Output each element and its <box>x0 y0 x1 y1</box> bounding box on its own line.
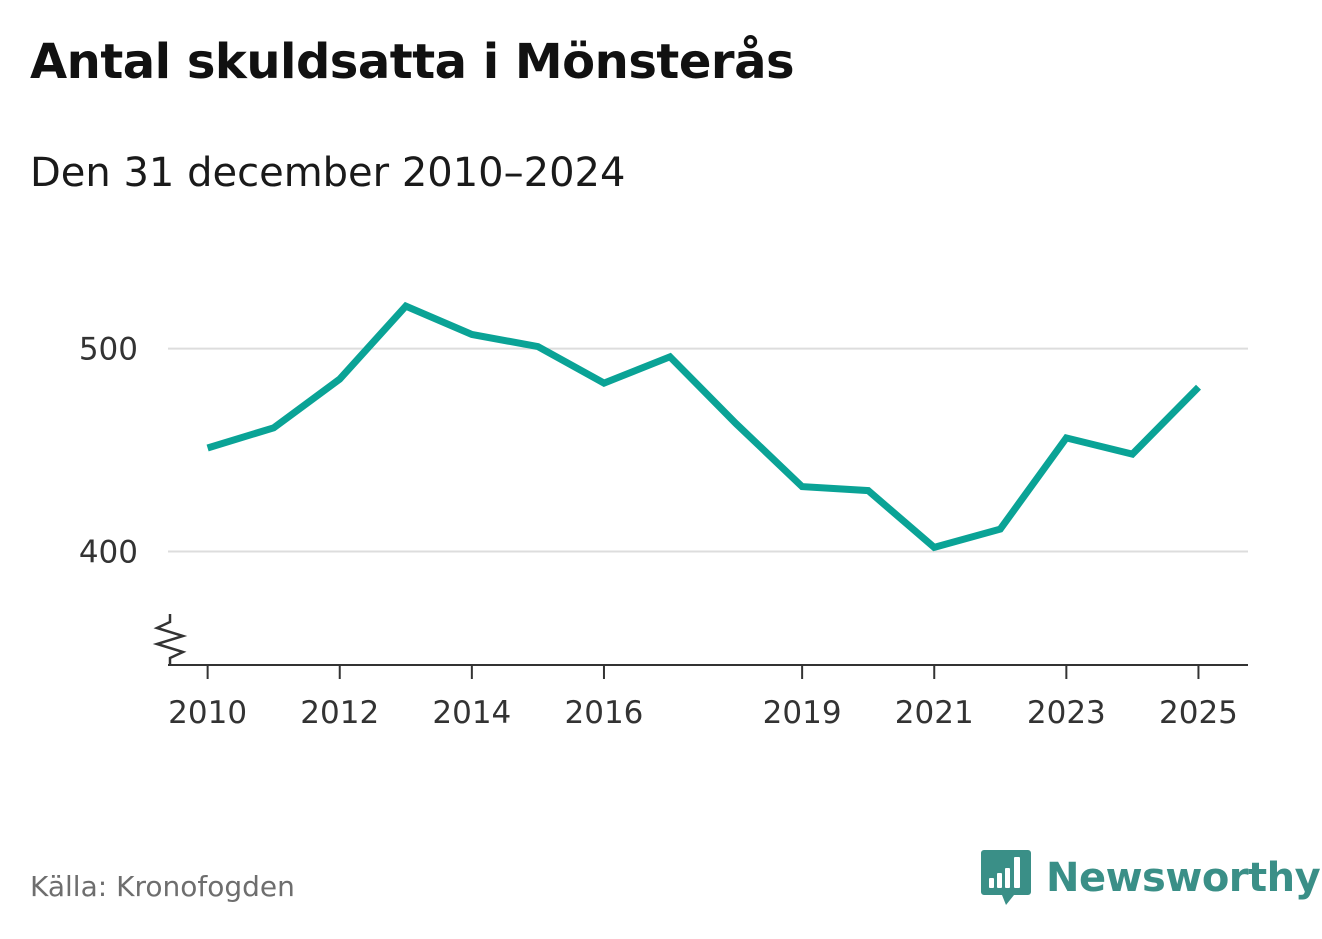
x-tick-label: 2016 <box>565 695 644 731</box>
data-point-2021 <box>931 544 938 551</box>
axis-break-zigzag <box>152 614 188 665</box>
chart-subtitle: Den 31 december 2010–2024 <box>30 150 626 196</box>
data-point-2023 <box>1063 434 1070 441</box>
data-point-2019 <box>799 483 806 490</box>
data-point-2025 <box>1195 384 1202 391</box>
x-tick-label: 2023 <box>1027 695 1106 731</box>
data-point-2010 <box>204 445 211 452</box>
series-layer <box>204 301 1202 552</box>
brand-name: Newsworthy <box>1046 855 1321 901</box>
x-tick-label: 2021 <box>895 695 974 731</box>
series-line-0 <box>206 301 1201 552</box>
data-point-2020 <box>865 487 872 494</box>
x-tick-label: 2012 <box>300 695 379 731</box>
x-tick-label: 2014 <box>432 695 511 731</box>
chart-title: Antal skuldsatta i Mönsterås <box>30 34 795 90</box>
x-axis: 2010 2012 2014 2016 2019 2021 2023 2025 <box>168 664 1248 731</box>
data-point-2016 <box>600 380 607 387</box>
brand-logo: Newsworthy <box>980 848 1321 908</box>
data-point-2022 <box>997 526 1004 533</box>
x-tick-label: 2019 <box>763 695 842 731</box>
data-point-2017 <box>667 353 674 360</box>
data-point-2012 <box>336 376 343 383</box>
data-point-2024 <box>1129 451 1136 458</box>
data-point-2013 <box>402 303 409 310</box>
y-tick-label: 500 <box>79 332 138 368</box>
gridlines: 400 500 <box>79 332 1248 570</box>
data-point-2011 <box>270 424 277 431</box>
x-tick-label: 2010 <box>168 695 247 731</box>
bar-chart-speech-bubble-icon <box>981 850 1031 905</box>
data-point-2015 <box>534 343 541 350</box>
y-tick-label: 400 <box>79 534 138 570</box>
data-point-2014 <box>468 331 475 338</box>
source-note: Källa: Kronofogden <box>30 870 295 903</box>
x-tick-label: 2025 <box>1159 695 1238 731</box>
data-point-2018 <box>733 420 740 427</box>
axis-break-icon <box>152 614 188 665</box>
